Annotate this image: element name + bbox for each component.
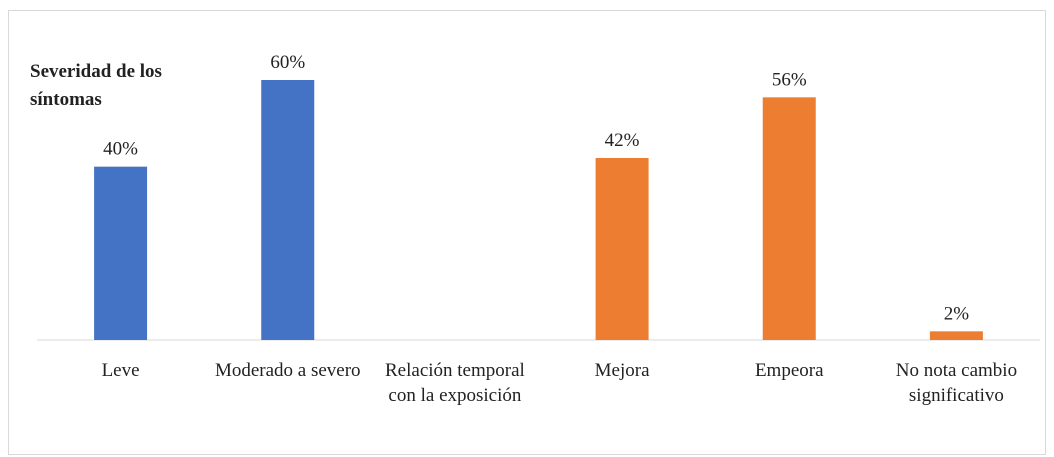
bar <box>929 331 983 340</box>
data-label: 2% <box>944 303 970 324</box>
x-tick-label: No nota cambio significativo <box>895 360 1018 406</box>
chart-frame <box>8 10 1046 455</box>
data-label: 42% <box>605 130 640 151</box>
x-tick-label: Leve <box>101 360 140 381</box>
x-tick-label: Relación temporal con la exposición <box>385 360 525 406</box>
bar <box>595 158 649 340</box>
chart-title: Severidad de los síntomas <box>30 61 162 110</box>
bar <box>762 97 816 340</box>
data-label: 56% <box>772 69 807 90</box>
x-tick-label: Moderado a severo <box>214 360 361 381</box>
x-tick-label: Mejora <box>594 360 650 381</box>
bar <box>94 166 148 340</box>
data-label: 40% <box>103 139 138 160</box>
x-tick-label: Empeora <box>754 360 824 381</box>
bar <box>261 80 315 340</box>
data-label: 60% <box>270 52 305 73</box>
